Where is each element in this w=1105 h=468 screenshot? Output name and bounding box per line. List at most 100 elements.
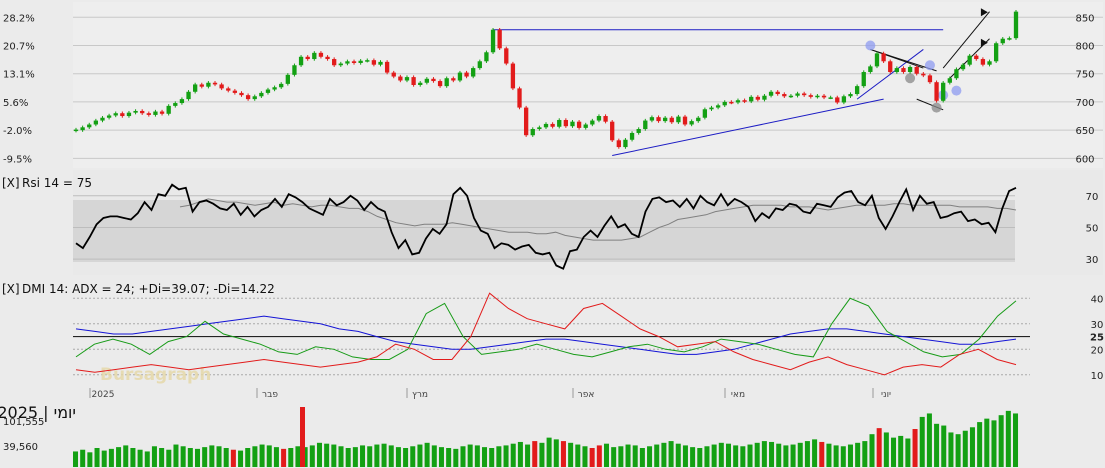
- price-tick: 750: [1075, 70, 1094, 81]
- volume-bar: [941, 425, 947, 467]
- volume-bar: [919, 416, 925, 467]
- candle-body: [232, 90, 238, 93]
- volume-bar: [295, 446, 301, 467]
- volume-bar: [381, 443, 387, 467]
- candle-body: [649, 117, 655, 121]
- price-tick: 850: [1075, 13, 1094, 24]
- rsi-axis: 70 50 30: [1086, 192, 1099, 266]
- volume-bar: [704, 446, 710, 467]
- candle-body: [742, 100, 747, 102]
- volume-bar: [302, 447, 308, 467]
- candle-body: [418, 82, 423, 85]
- candle-body: [543, 123, 549, 128]
- candle-body: [285, 74, 290, 84]
- volume-bar: [417, 444, 423, 467]
- candle-body: [967, 55, 972, 65]
- candle-body: [755, 96, 760, 100]
- candle-body: [782, 94, 787, 97]
- candle-body: [610, 121, 615, 141]
- candle-body: [166, 105, 171, 114]
- volume-bar: [819, 441, 825, 467]
- volume-bar: [173, 444, 179, 467]
- candle-body: [802, 93, 807, 96]
- volume-bar: [345, 448, 351, 467]
- volume-bar: [654, 444, 660, 467]
- candle-body: [424, 78, 429, 83]
- volume-bar: [840, 446, 846, 467]
- candle-body: [73, 129, 79, 132]
- month-label: יוני: [881, 390, 891, 400]
- volume-bar: [123, 445, 129, 467]
- month-label: 2025: [92, 390, 115, 400]
- volume-bar: [883, 432, 889, 467]
- support-line: [856, 49, 924, 100]
- volume-bar: [80, 449, 86, 467]
- candle-body: [848, 94, 853, 97]
- volume-bar: [467, 444, 473, 467]
- watermark: Bursagraph: [100, 365, 211, 385]
- volume-bar: [984, 418, 990, 467]
- candle-body: [444, 78, 449, 87]
- rsi-gridlines: [73, 195, 1015, 260]
- candle-body: [530, 129, 535, 136]
- candle-body: [510, 63, 516, 89]
- volume-bar: [324, 443, 330, 467]
- candlesticks: [73, 9, 1019, 149]
- candle-body: [788, 95, 794, 98]
- plus-di-line: [75, 297, 1017, 360]
- candle-body: [464, 72, 469, 77]
- volume-bar: [166, 449, 172, 467]
- candle-body: [272, 87, 277, 90]
- rsi-close-button[interactable]: [X]: [2, 176, 20, 190]
- volume-bar: [259, 444, 265, 467]
- volume-bar: [546, 437, 552, 467]
- candle-body: [87, 124, 92, 128]
- volume-bar: [374, 444, 380, 467]
- volume-bar: [202, 447, 208, 467]
- candle-body: [490, 29, 496, 53]
- volume-tick: 39,560: [3, 442, 38, 453]
- dmi-tick: 10: [1091, 371, 1104, 382]
- candle-body: [907, 66, 913, 73]
- dmi-close-button[interactable]: [X]: [2, 282, 20, 296]
- volume-bar: [424, 442, 430, 467]
- candle-body: [993, 43, 999, 62]
- candle-body: [795, 93, 800, 96]
- candle-body: [960, 64, 966, 70]
- volume-bar: [474, 445, 480, 467]
- candle-body: [351, 61, 357, 63]
- pct-tick: -2.0%: [3, 126, 32, 137]
- candle-body: [821, 95, 827, 98]
- channel-line: [942, 11, 990, 69]
- volume-bar: [998, 415, 1004, 467]
- candle-body: [179, 99, 185, 104]
- candle-body: [563, 119, 569, 127]
- rsi-line: [75, 183, 1017, 270]
- candle-body: [861, 72, 866, 87]
- volume-axis: 101,555 39,560: [3, 417, 44, 453]
- candle-body: [1007, 38, 1012, 40]
- candle-body: [901, 68, 906, 73]
- volume-bar: [876, 428, 882, 467]
- volume-bar: [797, 442, 803, 467]
- candle-body: [921, 73, 926, 76]
- price-left-axis: 28.2% 20.7% 13.1% 5.6% -2.0% -9.5%: [3, 13, 35, 165]
- candle-body: [596, 116, 602, 121]
- volume-spike: [300, 407, 305, 467]
- pivot-marker: [951, 85, 962, 96]
- volume-bar: [116, 447, 122, 467]
- candle-body: [881, 53, 886, 62]
- volume-bar: [747, 444, 753, 467]
- candle-body: [517, 88, 522, 108]
- candle-body: [709, 107, 714, 110]
- volume-bar: [309, 445, 315, 467]
- candle-body: [245, 95, 251, 100]
- candle-body: [894, 68, 899, 73]
- candle-body: [868, 66, 873, 73]
- dmi-tick: 20: [1091, 345, 1104, 356]
- volume-bar: [761, 441, 767, 467]
- pivot-marker: [865, 40, 876, 51]
- candle-body: [93, 120, 99, 125]
- candle-body: [279, 83, 284, 88]
- arrow-head: [980, 8, 988, 17]
